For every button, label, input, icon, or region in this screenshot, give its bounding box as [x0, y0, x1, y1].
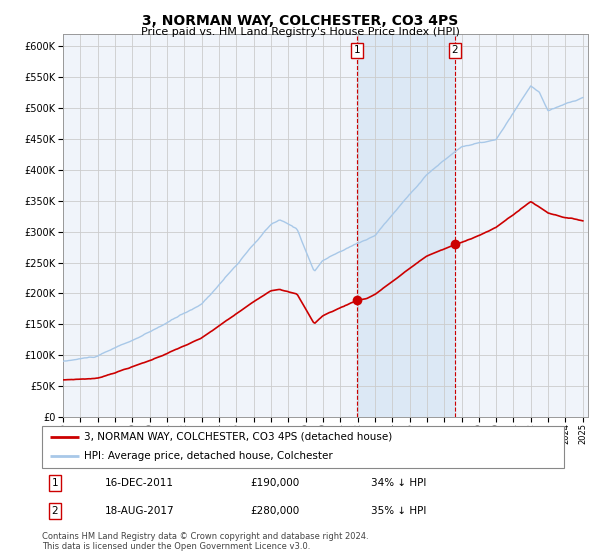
Text: 16-DEC-2011: 16-DEC-2011 [104, 478, 173, 488]
Text: 3, NORMAN WAY, COLCHESTER, CO3 4PS: 3, NORMAN WAY, COLCHESTER, CO3 4PS [142, 14, 458, 28]
Text: 2: 2 [52, 506, 58, 516]
Text: 1: 1 [353, 45, 360, 55]
Text: 34% ↓ HPI: 34% ↓ HPI [371, 478, 426, 488]
Text: 3, NORMAN WAY, COLCHESTER, CO3 4PS (detached house): 3, NORMAN WAY, COLCHESTER, CO3 4PS (deta… [84, 432, 392, 442]
Text: 2: 2 [452, 45, 458, 55]
Text: £190,000: £190,000 [251, 478, 300, 488]
Text: 18-AUG-2017: 18-AUG-2017 [104, 506, 174, 516]
Text: 1: 1 [52, 478, 58, 488]
Text: Contains HM Land Registry data © Crown copyright and database right 2024.
This d: Contains HM Land Registry data © Crown c… [42, 532, 368, 552]
Text: 35% ↓ HPI: 35% ↓ HPI [371, 506, 426, 516]
Text: £280,000: £280,000 [251, 506, 300, 516]
FancyBboxPatch shape [42, 426, 564, 468]
Bar [357, 34, 455, 417]
Text: Price paid vs. HM Land Registry's House Price Index (HPI): Price paid vs. HM Land Registry's House … [140, 27, 460, 37]
Text: HPI: Average price, detached house, Colchester: HPI: Average price, detached house, Colc… [84, 451, 332, 461]
